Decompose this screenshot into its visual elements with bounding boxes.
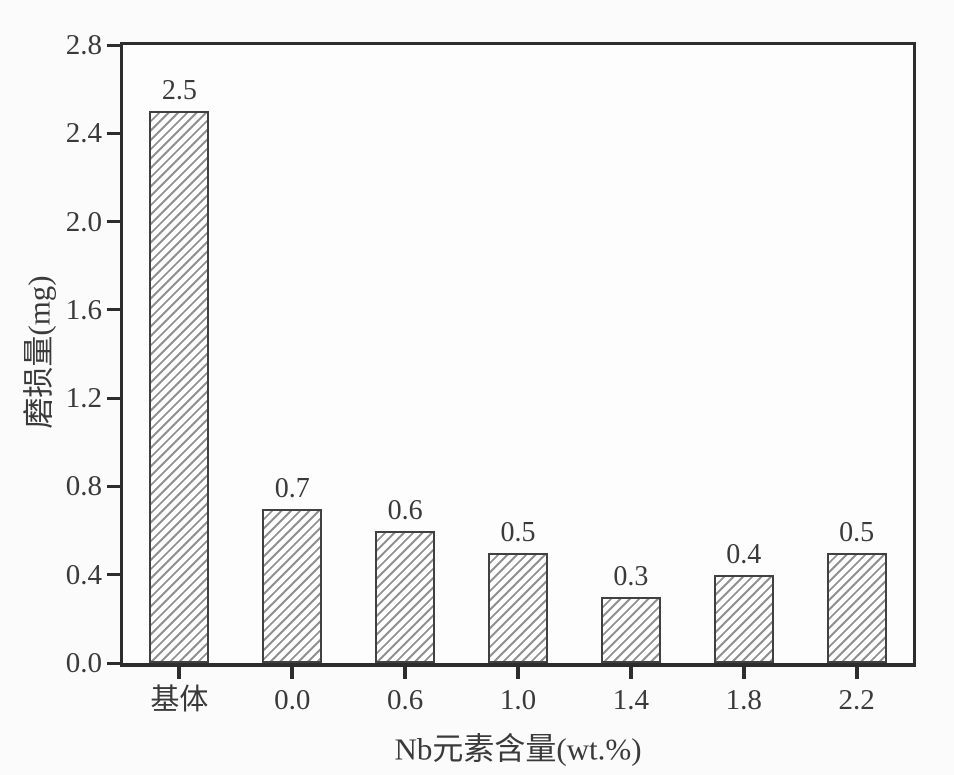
y-tick-label: 0.4 <box>65 558 102 591</box>
x-tick-label: 1.8 <box>725 684 762 716</box>
x-tick-mark <box>177 667 182 679</box>
bar <box>488 552 548 663</box>
bar-value-label: 0.5 <box>839 516 875 548</box>
x-tick-label: 0.6 <box>387 684 424 716</box>
bar <box>375 530 436 663</box>
x-tick-label: 2.2 <box>838 684 875 716</box>
bar-value-label: 0.5 <box>500 516 536 548</box>
y-tick-mark <box>107 573 120 577</box>
bar <box>713 574 774 663</box>
bar <box>262 508 323 663</box>
x-tick-label: 0.0 <box>274 684 311 716</box>
bar-value-label: 0.3 <box>613 560 649 592</box>
y-tick-mark <box>107 661 120 665</box>
bar-value-label: 2.5 <box>161 75 197 107</box>
y-tick-mark <box>107 131 120 135</box>
y-tick-mark <box>107 43 120 47</box>
bar <box>149 111 210 663</box>
x-tick-mark <box>403 667 408 679</box>
y-tick-mark <box>107 220 120 224</box>
bar-value-label: 0.7 <box>274 472 310 504</box>
x-tick-mark <box>516 667 520 679</box>
y-tick-label: 2.0 <box>65 205 102 238</box>
y-tick-label: 2.4 <box>65 117 102 150</box>
y-tick-mark <box>107 308 120 312</box>
x-tick-mark <box>290 667 295 679</box>
y-tick-label: 1.6 <box>65 293 102 326</box>
x-tick-label: 1.0 <box>499 684 537 716</box>
y-tick-label: 1.2 <box>65 382 102 415</box>
plot-area: 0.0 0.4 0.8 1.2 1.6 2.0 2.4 2.8 2.5 基体 0.7 0.0 0.6 0.… <box>66 29 916 716</box>
x-axis-title: Nb元素含量(wt.%) <box>394 731 642 767</box>
bar <box>600 596 661 663</box>
x-tick-mark <box>628 667 633 679</box>
bar-value-label: 0.4 <box>726 538 762 570</box>
y-tick-label: 2.8 <box>65 29 102 61</box>
x-tick-mark <box>854 667 859 679</box>
x-tick-label: 基体 <box>150 684 209 716</box>
y-tick-label: 0.0 <box>65 647 102 679</box>
x-tick-mark <box>741 667 746 679</box>
bar-value-label: 0.6 <box>387 494 423 526</box>
y-tick-label: 0.8 <box>65 470 102 503</box>
y-tick-mark <box>107 396 120 400</box>
bar <box>826 552 887 663</box>
y-tick-mark <box>107 484 120 488</box>
x-tick-label: 1.4 <box>612 684 649 716</box>
